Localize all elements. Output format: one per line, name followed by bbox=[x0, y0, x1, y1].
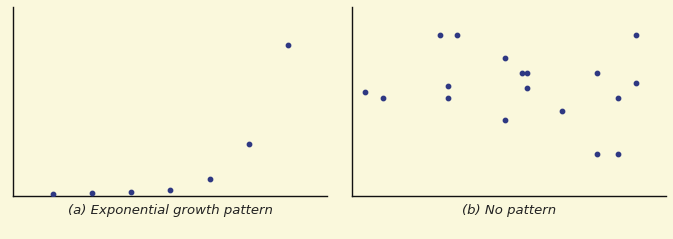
Point bbox=[499, 56, 510, 60]
Point bbox=[47, 192, 58, 196]
Point bbox=[591, 71, 602, 75]
X-axis label: (a) Exponential growth pattern: (a) Exponential growth pattern bbox=[68, 204, 273, 217]
Point bbox=[522, 87, 532, 90]
Point bbox=[557, 109, 567, 113]
Point bbox=[87, 191, 98, 195]
Point bbox=[244, 142, 254, 146]
Point bbox=[613, 96, 624, 100]
Point bbox=[434, 34, 445, 38]
Point bbox=[443, 96, 454, 100]
Point bbox=[360, 90, 371, 94]
Point bbox=[631, 81, 641, 85]
Point bbox=[517, 71, 528, 75]
Point bbox=[499, 119, 510, 122]
Point bbox=[591, 152, 602, 156]
X-axis label: (b) No pattern: (b) No pattern bbox=[462, 204, 557, 217]
Point bbox=[631, 34, 641, 38]
Point bbox=[613, 152, 624, 156]
Point bbox=[165, 188, 176, 192]
Point bbox=[443, 85, 454, 88]
Point bbox=[126, 190, 137, 194]
Point bbox=[522, 71, 532, 75]
Point bbox=[204, 177, 215, 181]
Point bbox=[452, 34, 462, 38]
Point bbox=[378, 96, 388, 100]
Point bbox=[283, 43, 293, 47]
